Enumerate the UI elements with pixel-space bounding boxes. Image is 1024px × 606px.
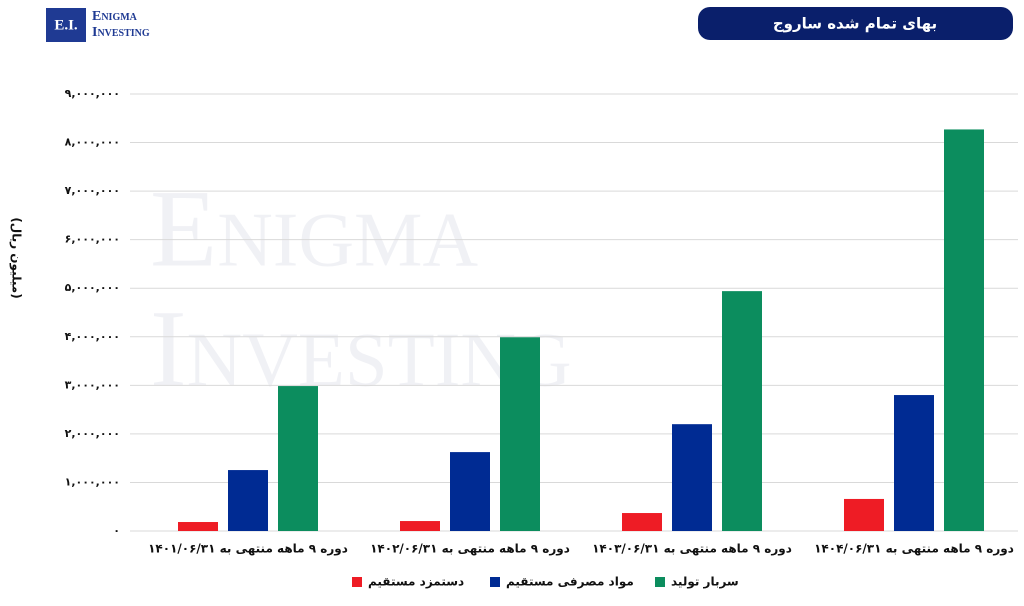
- chart-title: بهای تمام شده ساروج: [773, 15, 937, 33]
- bar: [450, 452, 490, 531]
- y-tick-label: ۹,۰۰۰,۰۰۰: [65, 87, 120, 100]
- legend-label: سربار تولید: [671, 575, 739, 590]
- y-tick-label: ۳,۰۰۰,۰۰۰: [65, 378, 120, 391]
- y-tick-label: ۴,۰۰۰,۰۰۰: [65, 330, 120, 343]
- logo-line2: Investing: [92, 25, 150, 40]
- logo-initials: E.I.: [54, 17, 78, 33]
- y-tick-label: ۵,۰۰۰,۰۰۰: [65, 281, 120, 294]
- bar: [400, 521, 440, 531]
- y-tick-label: ۰: [113, 524, 120, 537]
- logo-line1: Enigma: [92, 9, 138, 24]
- y-tick-label: ۲,۰۰۰,۰۰۰: [65, 427, 120, 440]
- y-tick-label: ۶,۰۰۰,۰۰۰: [65, 233, 120, 246]
- legend-label: دستمزد مستقیم: [368, 575, 464, 589]
- y-axis-label: (میلیون ریال): [9, 217, 24, 298]
- bar: [672, 424, 712, 531]
- legend-label: مواد مصرفی مستقیم: [506, 575, 634, 590]
- bar: [178, 522, 218, 531]
- x-tick-label: دوره ۹ ماهه منتهی به ۱۴۰۴/۰۶/۳۱: [814, 542, 1014, 557]
- x-tick-label: دوره ۹ ماهه منتهی به ۱۴۰۲/۰۶/۳۱: [370, 542, 570, 557]
- y-tick-label: ۱,۰۰۰,۰۰۰: [65, 475, 120, 488]
- logo-box: [46, 8, 86, 42]
- title-box: [698, 7, 1013, 40]
- legend-swatch: [490, 577, 500, 587]
- y-tick-label: ۷,۰۰۰,۰۰۰: [65, 184, 120, 197]
- bar: [844, 498, 884, 531]
- bar: [278, 386, 318, 531]
- bar: [228, 470, 268, 531]
- y-tick-label: ۸,۰۰۰,۰۰۰: [65, 136, 120, 149]
- watermark-line1: Enigma: [150, 167, 479, 289]
- bar: [622, 513, 662, 531]
- legend-swatch: [655, 577, 665, 587]
- bar: [722, 291, 762, 531]
- legend-swatch: [352, 577, 362, 587]
- bar: [944, 129, 984, 531]
- x-tick-label: دوره ۹ ماهه منتهی به ۱۴۰۳/۰۶/۳۱: [592, 542, 792, 557]
- bar: [894, 395, 934, 531]
- x-tick-label: دوره ۹ ماهه منتهی به ۱۴۰۱/۰۶/۳۱: [148, 542, 348, 557]
- bar: [500, 337, 540, 531]
